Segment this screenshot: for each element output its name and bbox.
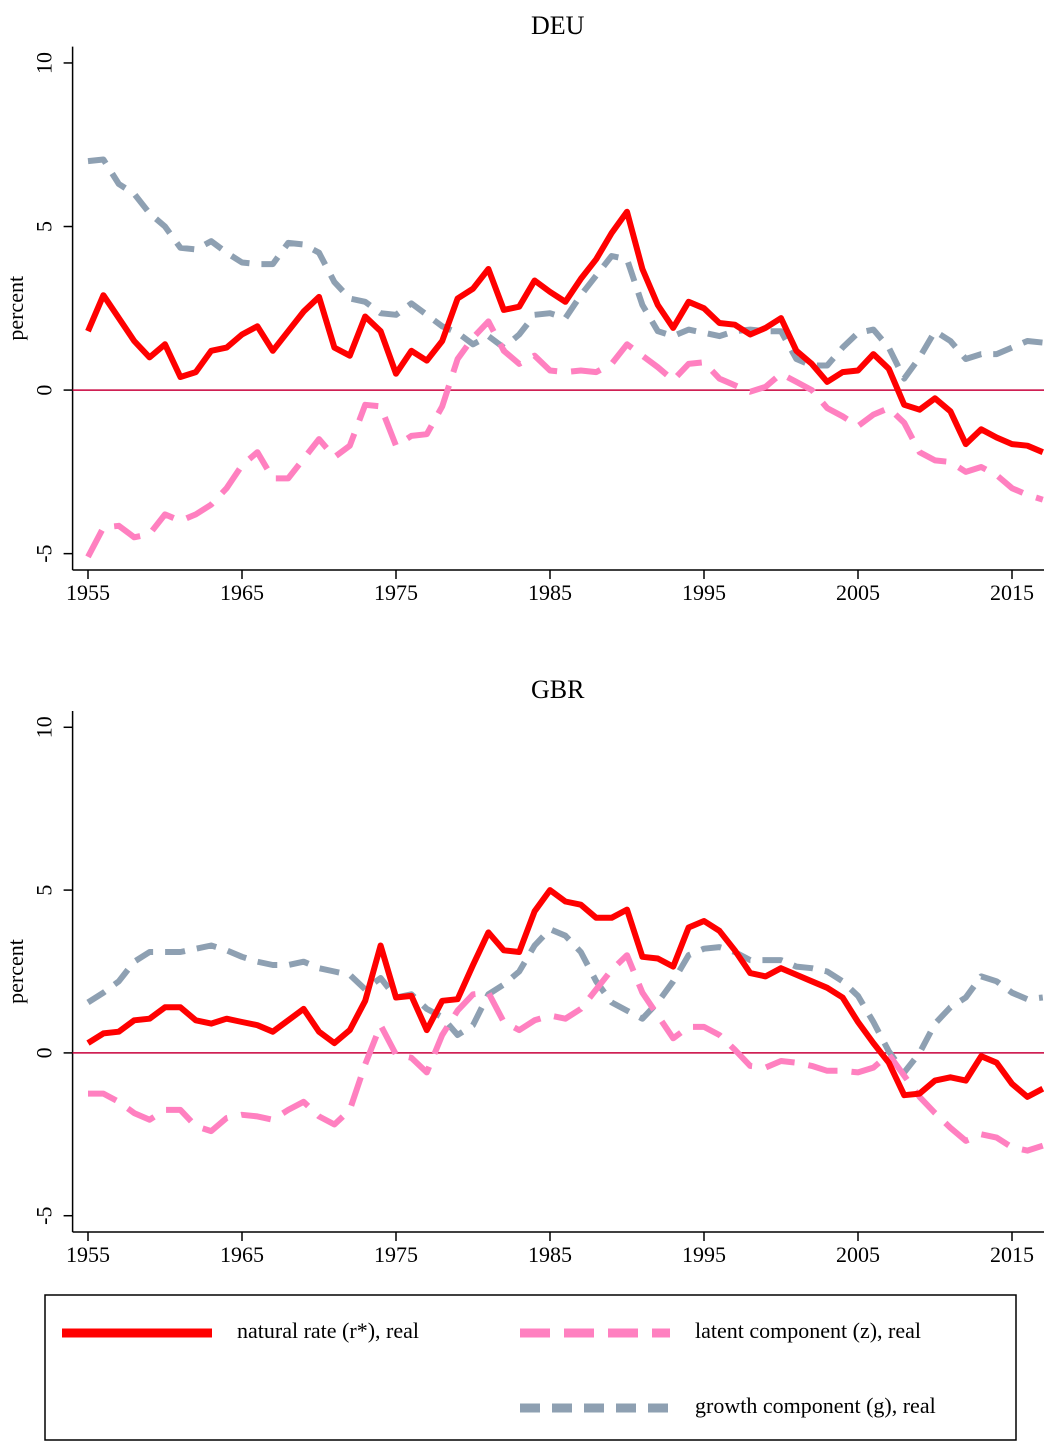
y-tick-label: 10	[32, 52, 57, 74]
y-tick-label: 0	[32, 385, 57, 396]
y-tick-label: 10	[32, 716, 57, 738]
y-tick-label: -5	[32, 544, 57, 562]
y-tick-label: 5	[32, 221, 57, 232]
series-line	[85, 318, 1044, 559]
x-tick-label: 1995	[682, 1242, 726, 1267]
x-tick-label: 1985	[528, 1242, 572, 1267]
legend-label: growth component (g), real	[695, 1393, 936, 1418]
legend-box	[44, 1294, 1017, 1441]
y-tick-label: 0	[32, 1047, 57, 1058]
legend-label: natural rate (r*), real	[237, 1318, 419, 1343]
x-tick-label: 2005	[836, 1242, 880, 1267]
y-axis-label: percent	[3, 276, 28, 341]
panel-title: GBR	[531, 675, 585, 704]
legend-label: latent component (z), real	[695, 1318, 921, 1343]
series-line	[85, 208, 1044, 455]
x-tick-label: 1975	[374, 1242, 418, 1267]
y-tick-label: -5	[32, 1207, 57, 1225]
series-line	[88, 952, 1044, 1154]
series-line	[87, 156, 1044, 382]
x-tick-label: 1955	[66, 580, 110, 605]
x-tick-label: 1965	[220, 580, 264, 605]
panel-title: DEU	[531, 11, 585, 40]
x-tick-label: 1985	[528, 580, 572, 605]
x-tick-label: 1965	[220, 1242, 264, 1267]
y-axis-label: percent	[3, 939, 28, 1004]
series-line	[86, 887, 1044, 1100]
x-tick-label: 2015	[990, 580, 1034, 605]
x-tick-label: 1975	[374, 580, 418, 605]
x-tick-label: 1955	[66, 1242, 110, 1267]
y-tick-label: 5	[32, 885, 57, 896]
x-tick-label: 2015	[990, 1242, 1034, 1267]
series-line	[86, 926, 1044, 1076]
x-tick-label: 1995	[682, 580, 726, 605]
x-tick-label: 2005	[836, 580, 880, 605]
